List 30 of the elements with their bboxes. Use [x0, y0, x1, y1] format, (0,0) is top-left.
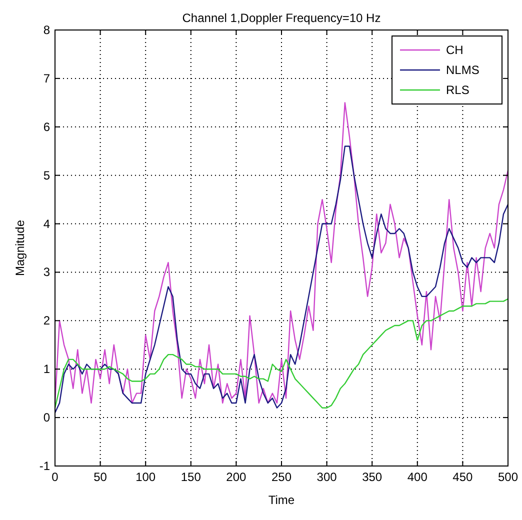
x-tick-label: 100	[136, 470, 156, 484]
x-tick-label: 50	[94, 470, 108, 484]
y-tick-label: 8	[43, 23, 50, 37]
x-tick-label: 300	[316, 470, 338, 484]
y-tick-label: 5	[43, 168, 50, 182]
x-tick-label: 350	[362, 470, 382, 484]
y-tick-label: 1	[43, 362, 50, 376]
x-axis-title: Time	[268, 493, 295, 507]
line-series	[54, 102, 509, 404]
y-tick-label: 7	[43, 71, 50, 86]
x-tick-label: 0	[52, 470, 59, 484]
y-tick-label: 2	[43, 314, 50, 328]
legend-label: NLMS	[446, 63, 480, 77]
x-tick-label: 250	[271, 470, 292, 484]
line-series	[54, 146, 509, 414]
y-tick-label: 0	[43, 410, 50, 425]
x-tick-label: 500	[498, 470, 518, 484]
y-axis-title: Magnitude	[13, 220, 27, 276]
y-tick-label: -1	[39, 459, 50, 473]
y-tick-label: 3	[43, 265, 50, 280]
line-series	[54, 298, 509, 408]
y-tick-label: 6	[43, 120, 50, 134]
chart-title: Channel 1,Doppler Frequency=10 Hz	[182, 11, 381, 25]
x-tick-label: 450	[452, 470, 474, 484]
legend-label: RLS	[446, 83, 470, 97]
legend-label: CH	[446, 43, 464, 57]
x-tick-label: 150	[180, 470, 202, 484]
x-tick-label: 400	[407, 470, 428, 484]
x-tick-label: 200	[226, 470, 247, 484]
y-tick-label: 4	[43, 216, 50, 231]
